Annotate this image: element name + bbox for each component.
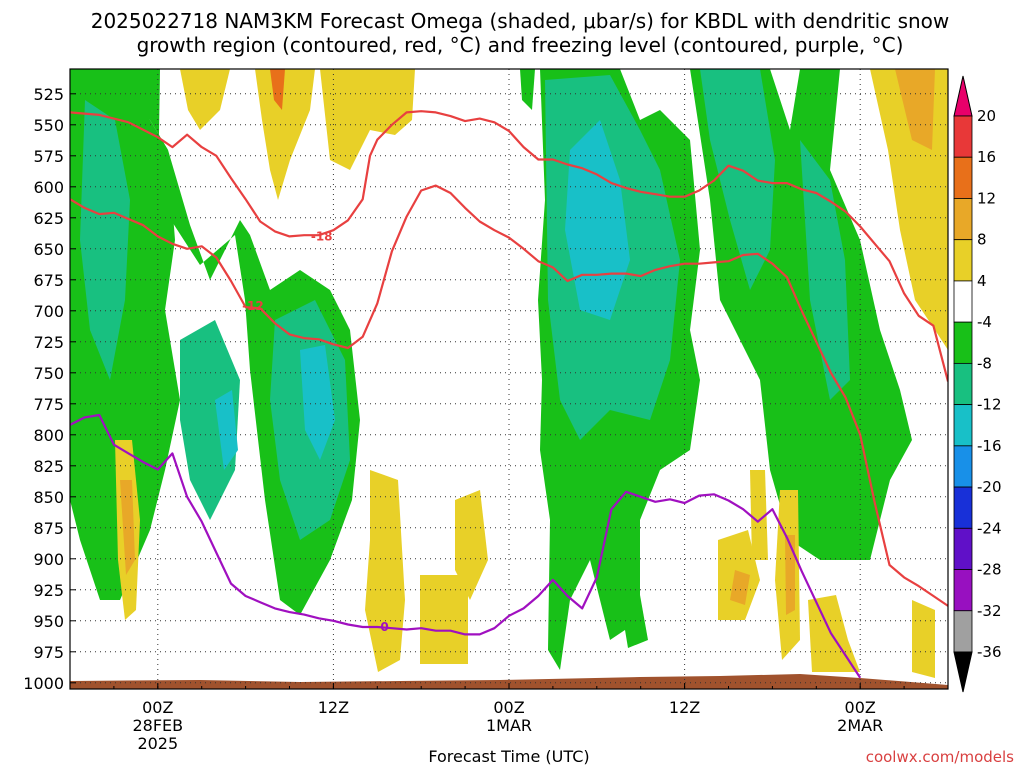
colorbar-swatch: [953, 527, 973, 570]
omega-region-30: [912, 600, 935, 678]
omega-region-6: [300, 345, 335, 460]
contour-label: 0: [380, 620, 388, 634]
colorbar-label: -32: [977, 602, 1002, 620]
omega-region-25: [455, 490, 488, 600]
contour-labels: -18 -12 0: [242, 229, 389, 634]
colorbar-swatch: [953, 362, 973, 406]
colorbar-label: -12: [977, 396, 1002, 414]
omega-region-31: [730, 570, 750, 605]
y-tick-label: 725: [33, 333, 64, 352]
colorbar-label: -20: [977, 478, 1002, 496]
omega-region-16: [180, 69, 230, 130]
x-tick-label: 2025: [137, 734, 178, 753]
terrain-strip: [70, 674, 948, 689]
omega-region-17: [320, 69, 415, 170]
omega-region-19: [895, 69, 935, 150]
y-tick-label: 600: [33, 178, 64, 197]
x-tick-label: 12Z: [669, 698, 700, 717]
omega-region-11: [565, 120, 630, 320]
omega-region-24: [420, 575, 468, 664]
omega-region-20: [270, 69, 285, 110]
omega-region-32: [785, 535, 795, 615]
x-tick-label: 12Z: [318, 698, 349, 717]
x-tick-label: 1MAR: [486, 716, 532, 735]
y-tick-label: 925: [33, 581, 64, 600]
contour-lines: [70, 110, 948, 679]
colorbar-label: 12: [977, 189, 996, 207]
omega-region-15: [255, 69, 315, 200]
chart-title-line2: growth region (contoured, red, °C) and f…: [137, 33, 904, 57]
colorbar-label: -24: [977, 519, 1002, 537]
colorbar-bottom-arrow: [953, 651, 973, 693]
credit-text: coolwx.com/models: [866, 748, 1014, 766]
y-tick-label: 750: [33, 364, 64, 383]
omega-region-3: [80, 100, 130, 380]
colorbar-swatch: [953, 115, 973, 158]
colorbar-label: -16: [977, 437, 1002, 455]
contour-label: -18: [311, 229, 333, 243]
colorbar-label: 4: [977, 272, 987, 290]
y-tick-label: 800: [33, 426, 64, 445]
colorbar-swatch: [953, 239, 973, 282]
colorbar-label: 8: [977, 231, 987, 249]
omega-region-4: [180, 320, 240, 520]
colorbar-swatch: [953, 569, 973, 612]
x-tick-label: 00Z: [493, 698, 524, 717]
colorbar-label: 20: [977, 107, 996, 125]
colorbar-swatch: [953, 404, 973, 447]
colorbar-swatch: [953, 321, 973, 364]
colorbar-swatch: [953, 156, 973, 199]
omega-region-9: [520, 69, 535, 110]
colorbar-swatch: [953, 486, 973, 529]
y-tick-label: 850: [33, 488, 64, 507]
colorbar-label: -8: [977, 354, 992, 372]
colorbar: 20 16 12 8 4 -4 -8 -12 -16 -20 -24 -28 -32 -36: [953, 75, 1002, 693]
contour-line-0: [70, 413, 862, 679]
x-tick-label: 28FEB: [132, 716, 183, 735]
contour-line--12: [70, 184, 948, 607]
contour-label: -12: [242, 299, 264, 313]
colorbar-label: 16: [977, 148, 996, 166]
omega-region-14: [800, 140, 850, 400]
colorbar-swatch: [953, 445, 973, 488]
x-tick-label: 00Z: [142, 698, 173, 717]
colorbar-swatch: [953, 280, 973, 323]
omega-region-7: [215, 390, 238, 470]
colorbar-swatch: [953, 610, 973, 653]
y-tick-label: 775: [33, 395, 64, 414]
y-tick-label: 950: [33, 612, 64, 631]
x-tick-label: 00Z: [845, 698, 876, 717]
omega-region-23: [365, 470, 405, 672]
chart-title-line1: 2025022718 NAM3KM Forecast Omega (shaded…: [91, 9, 950, 33]
y-tick-label: 700: [33, 302, 64, 321]
colorbar-label: -4: [977, 313, 992, 331]
y-tick-label: 625: [33, 209, 64, 228]
colorbar-swatch: [953, 198, 973, 241]
colorbar-label: -28: [977, 561, 1002, 579]
colorbar-label: -36: [977, 643, 1002, 661]
plot-frame: [69, 68, 949, 690]
y-tick-label: 675: [33, 271, 64, 290]
y-tick-label: 875: [33, 519, 64, 538]
omega-region-22: [120, 480, 135, 575]
y-tick-label: 975: [33, 643, 64, 662]
y-tick-labels: 525 550 575 600 625 650 675 700 725 750 775 800 825 8…: [23, 85, 64, 693]
omega-region-27: [750, 470, 768, 560]
y-tick-label: 525: [33, 85, 64, 104]
x-axis-label: Forecast Time (UTC): [428, 747, 589, 766]
colorbar-top-arrow: [953, 75, 973, 117]
y-tick-label: 900: [33, 550, 64, 569]
x-tick-label: 2MAR: [837, 716, 883, 735]
y-tick-label: 650: [33, 240, 64, 259]
y-tick-label: 1000: [23, 674, 64, 693]
y-tick-label: 550: [33, 116, 64, 135]
omega-region-33: [620, 595, 648, 648]
y-tick-label: 575: [33, 147, 64, 166]
omega-region-13: [700, 69, 775, 290]
y-tick-label: 825: [33, 457, 64, 476]
contour-line--18: [70, 110, 948, 382]
